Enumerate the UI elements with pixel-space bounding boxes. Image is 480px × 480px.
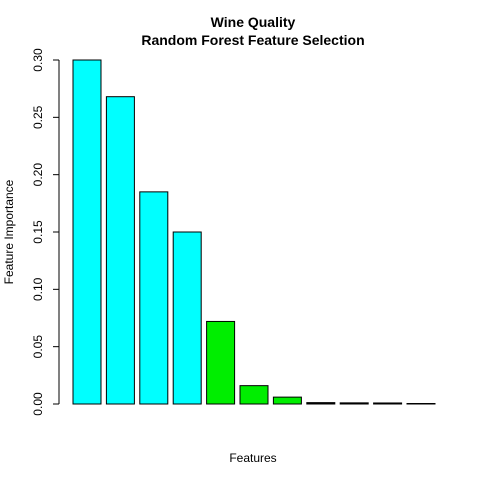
bars-group <box>72 59 436 405</box>
bar <box>239 385 269 405</box>
y-axis-label: Feature Importance <box>2 179 16 284</box>
y-tick-label: 0.10 <box>31 277 45 301</box>
y-tick-label: 0.05 <box>31 335 45 359</box>
chart-title: Wine Quality <box>211 14 296 30</box>
y-tick-label: 0.30 <box>31 48 45 72</box>
bar <box>373 402 403 405</box>
bar <box>72 59 102 405</box>
bar <box>339 402 369 405</box>
bar <box>172 231 202 405</box>
y-tick-label: 0.15 <box>31 220 45 244</box>
x-axis-label: Features <box>229 451 276 465</box>
chart-subtitle: Random Forest Feature Selection <box>141 32 364 48</box>
bar <box>105 96 135 405</box>
y-tick-label: 0.25 <box>31 105 45 129</box>
bar <box>206 320 236 405</box>
y-tick-label: 0.20 <box>31 163 45 187</box>
bar <box>272 396 302 405</box>
bar <box>406 403 436 405</box>
y-axis: 0.00 0.05 0.10 0.15 0.20 0.25 0.30 <box>31 48 60 416</box>
bar <box>306 402 336 405</box>
bar <box>139 191 169 405</box>
y-tick-label: 0.00 <box>31 392 45 416</box>
